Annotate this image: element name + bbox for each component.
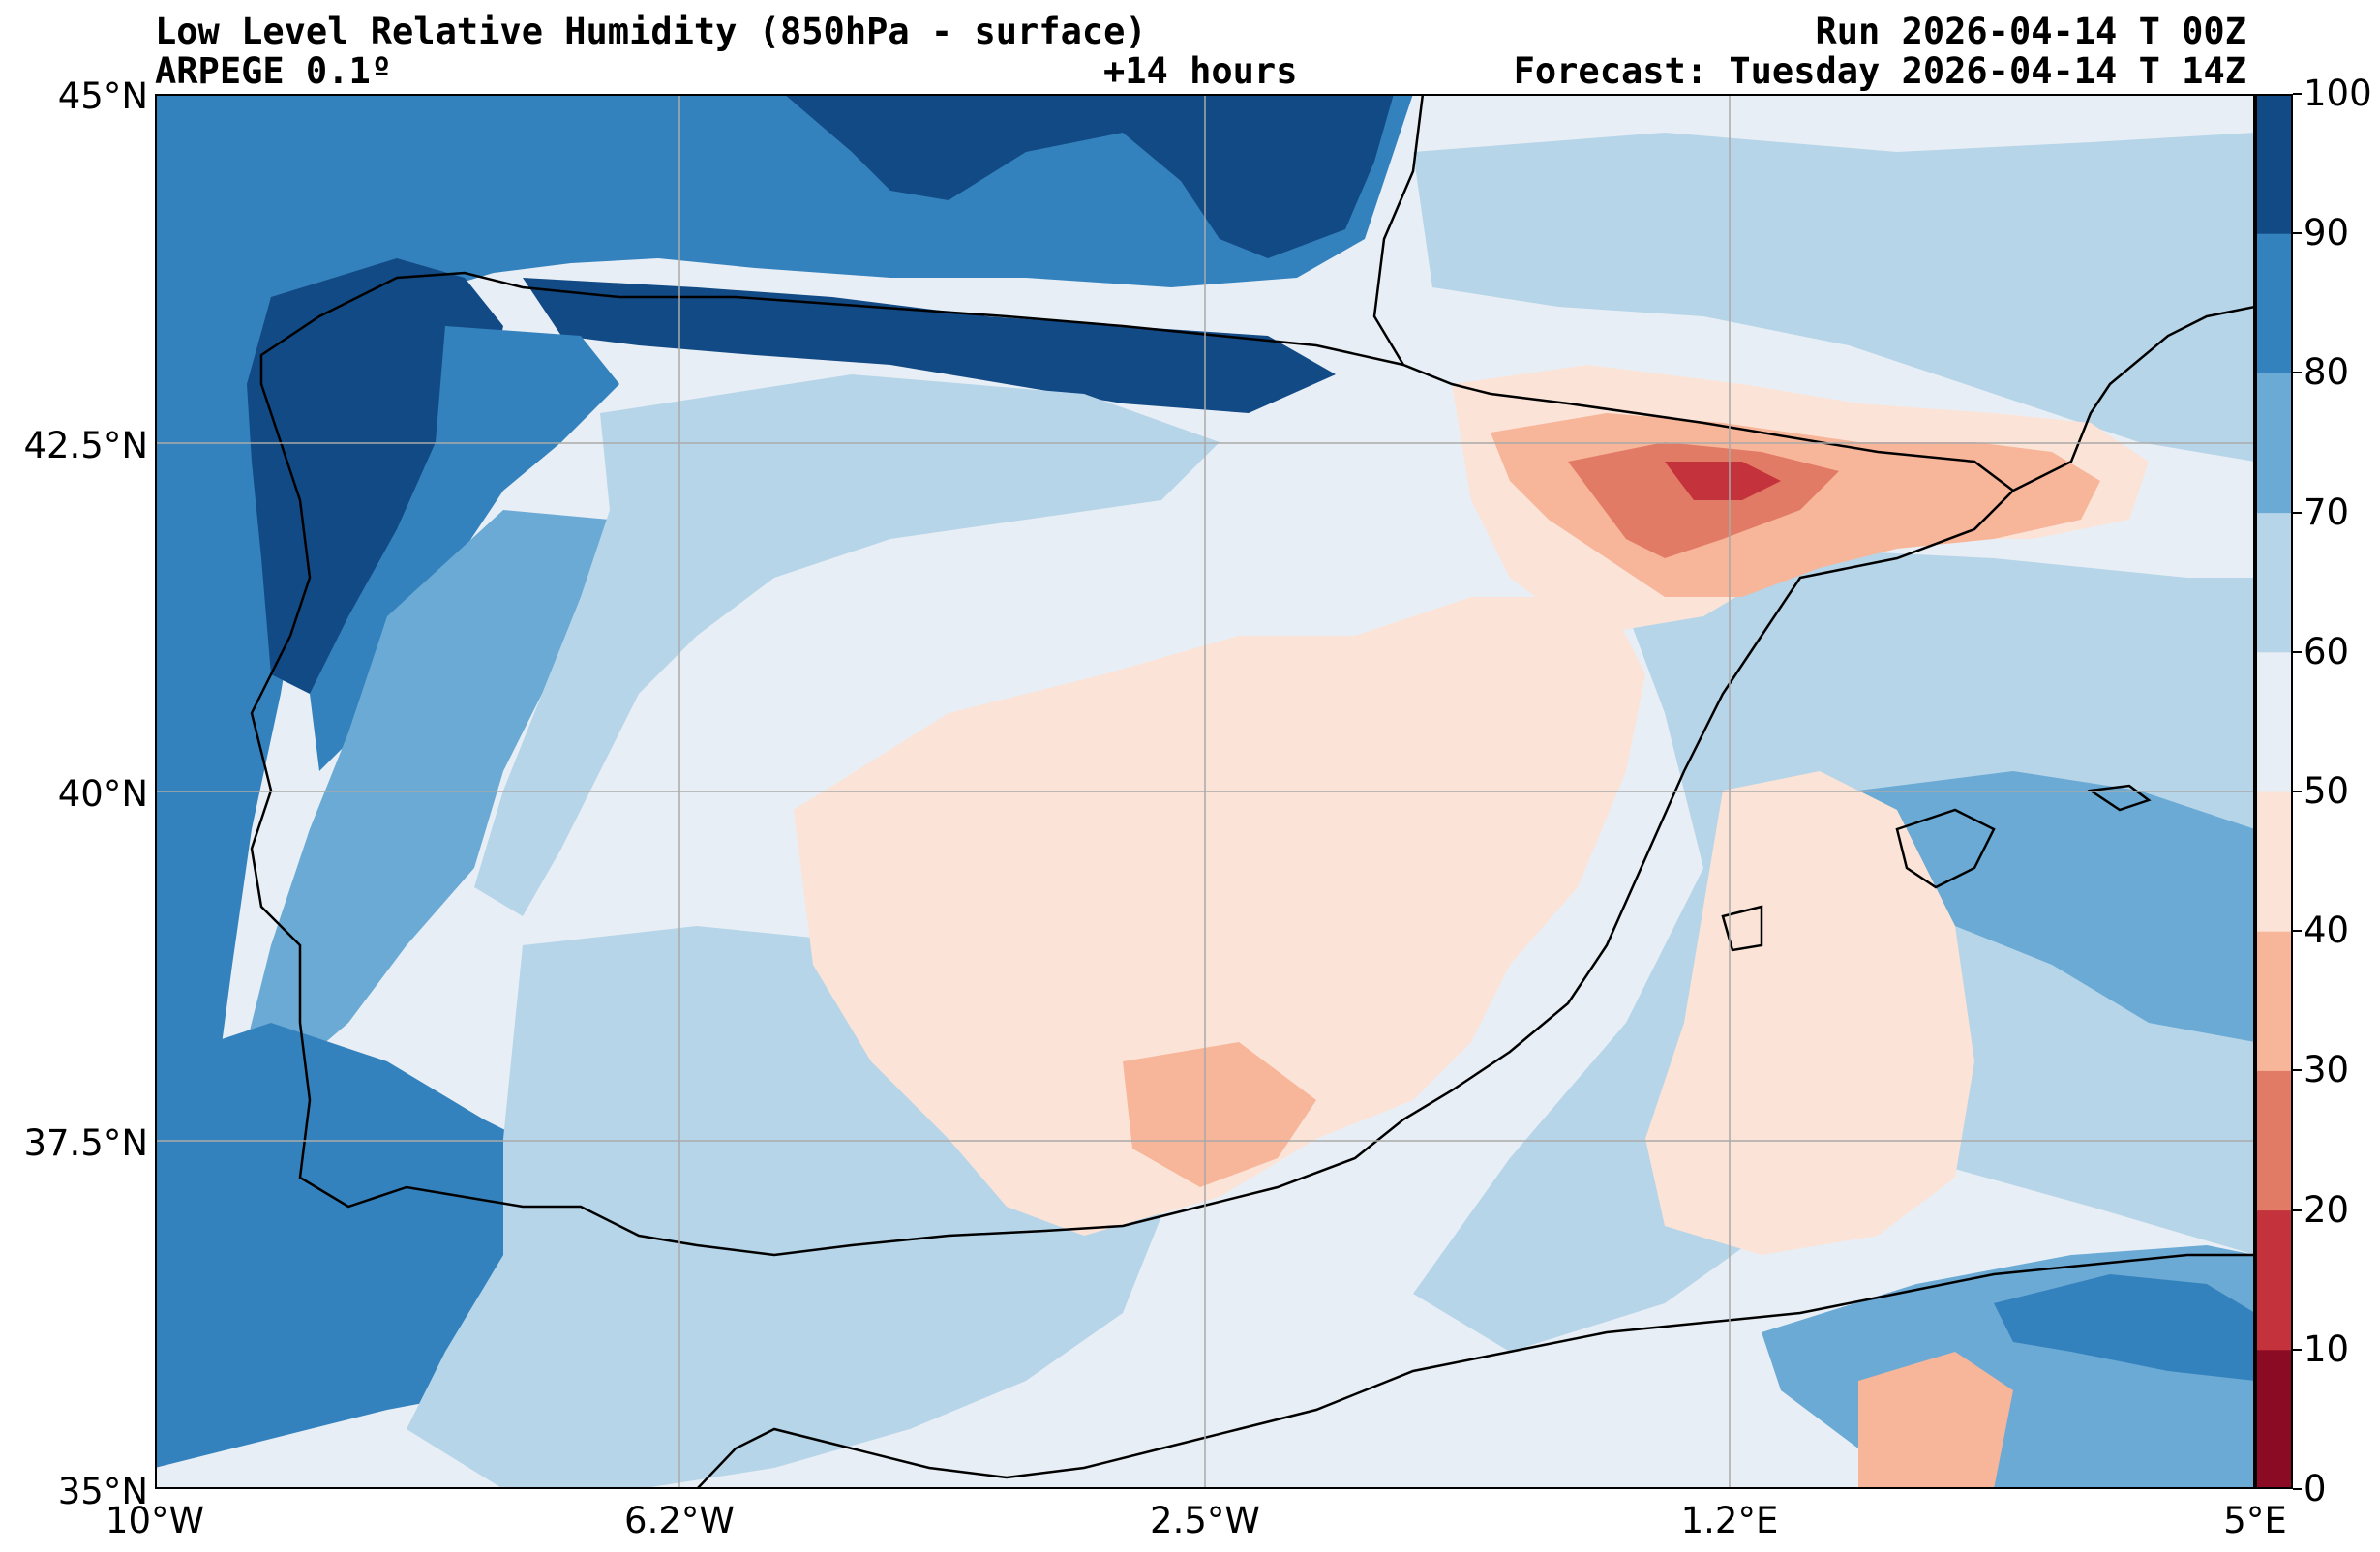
colorbar-frame [2255, 94, 2293, 1489]
field-africa-30-40 [1858, 1352, 2013, 1489]
field-galicia-90-100 [247, 258, 503, 694]
lon-label-2-5w: 2.5°W [1150, 1500, 1260, 1541]
lat-label-35: 35°N [57, 1471, 148, 1512]
field-se-30-40 [1123, 1042, 1316, 1187]
colorbar-tick-label: 10 [2304, 1328, 2350, 1370]
graticule [155, 94, 2255, 1489]
coastline-gulf-lion [2012, 305, 2255, 492]
lon-label-5e: 5°E [2223, 1500, 2287, 1541]
colorbar-swatch [2255, 791, 2293, 932]
coastline-france [1372, 94, 1425, 366]
lat-label-45: 45°N [57, 75, 148, 117]
colorbar-swatch [2255, 651, 2293, 792]
colorbar-tick-mark [2293, 1348, 2302, 1351]
field-med-dry-40-50 [1645, 771, 1974, 1255]
colorbar-tick-mark [2293, 1209, 2302, 1211]
colorbar-tick-mark [2293, 372, 2302, 374]
field-balearic-70-80 [1858, 771, 2255, 1042]
lon-label-10w: 10°W [105, 1500, 205, 1541]
field-ne-60-70 [1413, 133, 2255, 462]
model-label: ARPEGE 0.1º [155, 50, 393, 92]
colorbar-tick-label: 0 [2304, 1468, 2327, 1509]
colorbar-swatch [2255, 1209, 2293, 1351]
colorbar-tick-label: 70 [2304, 491, 2350, 533]
field-west-70-80 [242, 510, 658, 1081]
colorbar-tick-label: 50 [2304, 770, 2350, 812]
colorbar-tick-label: 80 [2304, 351, 2350, 394]
coastline-mallorca [1895, 808, 1996, 889]
colorbar-tick-mark [2293, 511, 2302, 514]
field-ebro-10-20 [1665, 462, 1781, 500]
field-dry-40-50 [794, 597, 1645, 1236]
colorbar-swatch [2255, 233, 2293, 373]
map-frame [155, 94, 2255, 1489]
coastline-menorca [2087, 784, 2152, 812]
run-label: Run 2026-04-14 T 00Z [1815, 11, 2246, 52]
colorbar-tick-mark [2293, 930, 2302, 933]
lead-time: +14 hours [1103, 50, 1298, 92]
colorbar-swatch [2255, 931, 2293, 1071]
lat-label-37-5: 37.5°N [23, 1122, 148, 1164]
field-cantabric-90-100 [523, 278, 1336, 413]
colorbar [2255, 94, 2293, 1489]
colorbar-tick-label: 100 [2304, 73, 2372, 114]
field-catalonia-30-40 [1897, 442, 2033, 510]
colorbar-tick-label: 40 [2304, 910, 2350, 952]
map-title: Low Level Relative Humidity (850hPa - su… [155, 11, 1147, 52]
forecast-label: Forecast: Tuesday 2026-04-14 T 14Z [1513, 50, 2246, 92]
colorbar-tick-label: 90 [2304, 212, 2350, 254]
coastline-africa [696, 1253, 2255, 1489]
colorbar-tick-label: 20 [2304, 1188, 2350, 1231]
colorbar-tick-label: 30 [2304, 1049, 2350, 1091]
colorbar-tick-mark [2293, 650, 2302, 653]
lat-label-42-5: 42.5°N [23, 425, 148, 466]
lon-label-1-2e: 1.2°E [1680, 1500, 1779, 1541]
coastline-iberia [250, 271, 2015, 1257]
colorbar-swatch [2255, 1349, 2293, 1489]
field-atlantic-90-100 [784, 94, 1394, 258]
colorbar-tick-mark [2293, 232, 2302, 235]
colorbar-tick-mark [2293, 1069, 2302, 1072]
colorbar-tick-mark [2293, 1488, 2302, 1490]
colorbar-tick-label: 60 [2304, 630, 2350, 672]
lat-label-40: 40°N [57, 773, 148, 815]
field-africa-80-90 [1994, 1274, 2255, 1381]
colorbar-swatch [2255, 373, 2293, 514]
colorbar-swatch [2255, 512, 2293, 653]
colorbar-swatch [2255, 1070, 2293, 1211]
colorbar-tick-mark [2293, 791, 2302, 792]
field-central-60-70 [474, 374, 1220, 916]
colorbar-tick-mark [2293, 93, 2302, 95]
humidity-map [155, 94, 2255, 1489]
colorbar-swatch [2255, 94, 2293, 234]
lon-label-6-2w: 6.2°W [624, 1500, 735, 1541]
